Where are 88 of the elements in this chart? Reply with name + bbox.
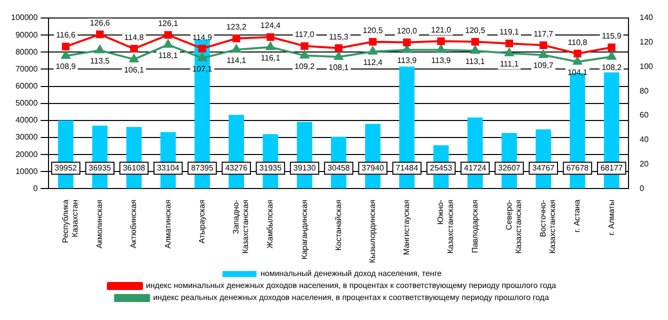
- data-label: 113,1: [465, 57, 486, 66]
- y-tick-label: 90000: [15, 30, 38, 40]
- y-tick-label: 30000: [15, 132, 38, 142]
- data-label: 33104: [156, 163, 180, 172]
- data-label: 113,9: [431, 56, 452, 66]
- x-tick-label: Мангистауская: [402, 200, 412, 255]
- y2-tick-label: 100: [640, 62, 654, 71]
- data-label: 114,1: [226, 56, 247, 65]
- data-label: 108,2: [602, 62, 622, 72]
- x-tick-label: Республика Казахстан: [60, 199, 80, 244]
- x-tick-label: Карагандинская: [300, 200, 309, 260]
- x-tick-label: г. Алматы: [606, 199, 616, 236]
- data-label: 67678: [566, 163, 590, 172]
- data-label: 36935: [88, 163, 112, 172]
- legend-label: индекс номинальных денежных доходов населения, в процентах к соответствующему периоду прошлого года: [146, 281, 557, 290]
- legend-label: номинальный денежный доход населения, тенге: [260, 269, 442, 278]
- y2-tick-label: 40: [640, 135, 650, 144]
- x-tick-label: Южно-Казахстанская: [436, 199, 455, 254]
- x-tick-label: Кызылординская: [368, 200, 377, 263]
- data-label: 41724: [464, 163, 487, 172]
- data-label: 71484: [396, 163, 419, 172]
- data-label: 108,9: [56, 62, 76, 72]
- data-label: 106,1: [124, 66, 145, 75]
- data-label: 108,1: [328, 63, 350, 72]
- data-label: 113,5: [90, 56, 110, 66]
- x-tick-label: г. Астана: [572, 199, 582, 232]
- x-tick-label: Атырауская: [197, 200, 206, 244]
- data-label: 126,1: [158, 19, 179, 28]
- data-label: 124,4: [260, 21, 281, 30]
- y2-tick-label: 60: [640, 110, 650, 120]
- data-label: 43276: [225, 163, 248, 172]
- data-label: 116,6: [56, 30, 76, 40]
- data-label: 30458: [328, 163, 350, 172]
- y-tick-label: 50000: [15, 98, 38, 108]
- y2-tick-label: 0: [640, 184, 645, 193]
- data-label: 39130: [293, 163, 316, 172]
- x-tick-label: Актюбинская: [129, 200, 138, 248]
- y-tick-label: 100000: [10, 13, 38, 22]
- data-label: 113,9: [397, 56, 418, 66]
- data-label: 120,0: [396, 26, 418, 36]
- data-label: 36108: [122, 163, 146, 172]
- data-label: 117,0: [294, 30, 315, 40]
- data-label: 120,5: [362, 26, 384, 35]
- data-label: 114,9: [192, 32, 212, 42]
- y2-tick-label: 120: [640, 38, 654, 47]
- x-tick-label: Восточно-Казахстанская: [538, 199, 558, 254]
- x-tick-label: Жамбылская: [266, 200, 275, 248]
- data-label: 87395: [191, 163, 214, 172]
- data-label: 114,8: [124, 32, 144, 42]
- data-label: 120,5: [465, 26, 486, 35]
- y-tick-label: 20000: [15, 150, 38, 159]
- data-label: 34767: [532, 163, 556, 172]
- legend-label: индекс реальных денежных доходов населения, в процентах к соответствующему периоду прошлого года: [153, 293, 550, 302]
- data-label: 68177: [600, 163, 624, 172]
- data-label: 25453: [430, 163, 453, 172]
- data-label: 32607: [498, 163, 521, 172]
- y-tick-label: 60000: [15, 81, 38, 90]
- data-label: 118,1: [158, 50, 178, 60]
- x-tick-label: Павлодарская: [470, 200, 480, 254]
- y-tick-label: 0: [33, 184, 38, 193]
- data-label: 109,7: [533, 61, 554, 70]
- data-label: 121,0: [431, 25, 452, 34]
- data-label: 116,1: [260, 53, 281, 62]
- y-tick-label: 70000: [15, 64, 38, 74]
- data-label: 123,2: [226, 22, 247, 32]
- y2-tick-label: 140: [640, 13, 654, 22]
- data-label: 37940: [362, 163, 384, 172]
- data-label: 111,1: [500, 59, 520, 68]
- y2-tick-label: 20: [640, 160, 650, 169]
- data-label: 109,2: [294, 62, 316, 71]
- data-label: 115,9: [602, 32, 622, 41]
- data-label: 126,6: [90, 18, 110, 28]
- x-tick-label: Западно-Казахстанская: [232, 199, 250, 254]
- x-tick-label: Костанайская: [334, 200, 343, 251]
- y-tick-label: 40000: [15, 116, 38, 125]
- data-label: 39952: [54, 163, 78, 172]
- x-tick-label: Акмолинская: [95, 200, 104, 248]
- data-label: 117,7: [534, 29, 554, 38]
- y2-tick-label: 80: [640, 86, 650, 96]
- y-tick-label: 80000: [15, 47, 38, 56]
- data-label: 112,4: [363, 58, 384, 67]
- y-tick-label: 10000: [15, 166, 38, 176]
- data-label: 31935: [259, 163, 282, 172]
- x-tick-label: Северо-Казахстанская: [504, 199, 524, 254]
- data-label: 115,3: [328, 32, 349, 42]
- data-label: 119,1: [500, 28, 520, 37]
- data-label: 110,8: [568, 38, 588, 47]
- x-tick-label: Алматинская: [163, 200, 172, 248]
